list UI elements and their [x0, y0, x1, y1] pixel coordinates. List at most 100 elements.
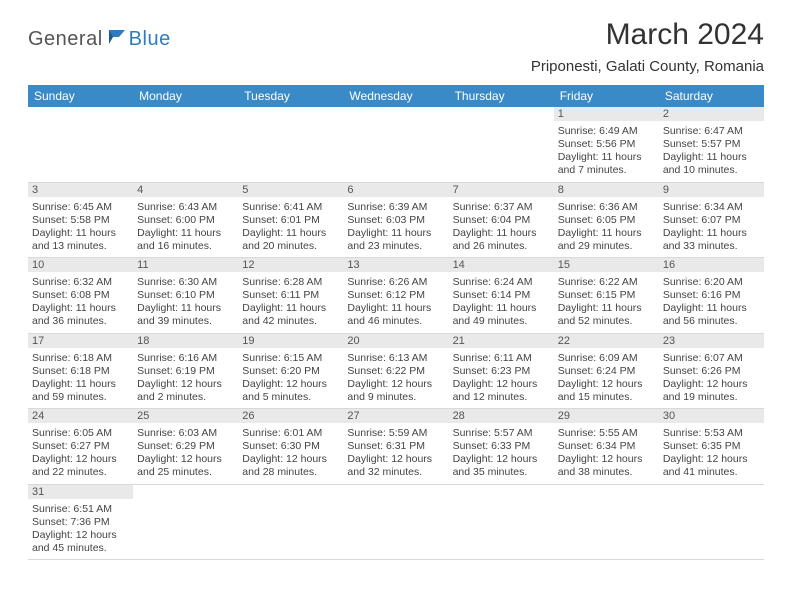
- day-number: 3: [28, 183, 133, 197]
- sunrise-text: Sunrise: 6:07 AM: [663, 352, 760, 365]
- empty-cell: [133, 484, 238, 560]
- day-number: 8: [554, 183, 659, 197]
- daylight-text: Daylight: 11 hours: [663, 151, 760, 164]
- daylight-text: Daylight: 11 hours: [242, 302, 339, 315]
- daylight-text: and 5 minutes.: [242, 391, 339, 404]
- sunset-text: Sunset: 6:14 PM: [453, 289, 550, 302]
- weekday-header: Friday: [554, 85, 659, 107]
- sunset-text: Sunset: 6:15 PM: [558, 289, 655, 302]
- day-cell: 17 Sunrise: 6:18 AMSunset: 6:18 PMDayligh…: [28, 333, 133, 409]
- day-number: 26: [238, 409, 343, 423]
- daylight-text: and 16 minutes.: [137, 240, 234, 253]
- day-number: 17: [28, 334, 133, 348]
- sunset-text: Sunset: 6:03 PM: [347, 214, 444, 227]
- daylight-text: and 2 minutes.: [137, 391, 234, 404]
- sunrise-text: Sunrise: 6:09 AM: [558, 352, 655, 365]
- sunset-text: Sunset: 6:30 PM: [242, 440, 339, 453]
- day-number: 23: [659, 334, 764, 348]
- daylight-text: and 39 minutes.: [137, 315, 234, 328]
- day-number: 11: [133, 258, 238, 272]
- day-cell: 15Sunrise: 6:22 AMSunset: 6:15 PMDayligh…: [554, 258, 659, 334]
- day-number: 21: [449, 334, 554, 348]
- sunset-text: Sunset: 6:04 PM: [453, 214, 550, 227]
- daylight-text: Daylight: 11 hours: [347, 227, 444, 240]
- daylight-text: and 45 minutes.: [32, 542, 129, 555]
- day-cell: 24Sunrise: 6:05 AMSunset: 6:27 PMDayligh…: [28, 409, 133, 485]
- location-subtitle: Priponesti, Galati County, Romania: [531, 58, 764, 75]
- day-details: Sunrise: 6:37 AMSunset: 6:04 PMDaylight:…: [449, 199, 554, 258]
- sunrise-text: Sunrise: 6:47 AM: [663, 125, 760, 138]
- sunrise-text: Sunrise: 6:51 AM: [32, 503, 129, 516]
- day-number: 28: [449, 409, 554, 423]
- empty-cell: [343, 484, 448, 560]
- daylight-text: and 36 minutes.: [32, 315, 129, 328]
- day-details: Sunrise: 6:03 AMSunset: 6:29 PMDaylight:…: [133, 425, 238, 484]
- daylight-text: and 52 minutes.: [558, 315, 655, 328]
- daylight-text: and 7 minutes.: [558, 164, 655, 177]
- day-details: Sunrise: 6:01 AMSunset: 6:30 PMDaylight:…: [238, 425, 343, 484]
- sunrise-text: Sunrise: 6:05 AM: [32, 427, 129, 440]
- logo: General Blue: [28, 28, 171, 51]
- daylight-text: and 23 minutes.: [347, 240, 444, 253]
- daylight-text: Daylight: 11 hours: [137, 227, 234, 240]
- day-details: Sunrise: 6:28 AMSunset: 6:11 PMDaylight:…: [238, 274, 343, 333]
- day-cell: 2Sunrise: 6:47 AMSunset: 5:57 PMDaylight…: [659, 107, 764, 182]
- empty-cell: [659, 484, 764, 560]
- daylight-text: and 46 minutes.: [347, 315, 444, 328]
- sunset-text: Sunset: 6:18 PM: [32, 365, 129, 378]
- daylight-text: and 19 minutes.: [663, 391, 760, 404]
- day-cell: 26 Sunrise: 6:01 AMSunset: 6:30 PMDayligh…: [238, 409, 343, 485]
- daylight-text: Daylight: 11 hours: [663, 302, 760, 315]
- sunrise-text: Sunrise: 5:57 AM: [453, 427, 550, 440]
- sunrise-text: Sunrise: 6:43 AM: [137, 201, 234, 214]
- daylight-text: and 49 minutes.: [453, 315, 550, 328]
- day-cell: 16Sunrise: 6:20 AMSunset: 6:16 PMDayligh…: [659, 258, 764, 334]
- sunrise-text: Sunrise: 6:13 AM: [347, 352, 444, 365]
- sunrise-text: Sunrise: 6:20 AM: [663, 276, 760, 289]
- empty-cell: [133, 107, 238, 182]
- day-number: 12: [238, 258, 343, 272]
- logo-text-blue: Blue: [129, 28, 171, 51]
- sunset-text: Sunset: 6:33 PM: [453, 440, 550, 453]
- calendar-row: 24Sunrise: 6:05 AMSunset: 6:27 PMDayligh…: [28, 409, 764, 485]
- sunset-text: Sunset: 6:19 PM: [137, 365, 234, 378]
- daylight-text: Daylight: 11 hours: [32, 378, 129, 391]
- sunrise-text: Sunrise: 6:41 AM: [242, 201, 339, 214]
- day-cell: 20Sunrise: 6:13 AMSunset: 6:22 PMDayligh…: [343, 333, 448, 409]
- calendar-row: 17 Sunrise: 6:18 AMSunset: 6:18 PMDayligh…: [28, 333, 764, 409]
- day-number: 14: [449, 258, 554, 272]
- sunrise-text: Sunrise: 6:30 AM: [137, 276, 234, 289]
- daylight-text: Daylight: 12 hours: [137, 378, 234, 391]
- sunset-text: Sunset: 6:24 PM: [558, 365, 655, 378]
- daylight-text: and 59 minutes.: [32, 391, 129, 404]
- day-cell: 5Sunrise: 6:41 AMSunset: 6:01 PMDaylight…: [238, 182, 343, 258]
- day-number: 10: [28, 258, 133, 272]
- day-cell: 29Sunrise: 5:55 AMSunset: 6:34 PMDayligh…: [554, 409, 659, 485]
- empty-cell: [238, 484, 343, 560]
- daylight-text: Daylight: 12 hours: [242, 378, 339, 391]
- empty-cell: [343, 107, 448, 182]
- daylight-text: and 35 minutes.: [453, 466, 550, 479]
- daylight-text: Daylight: 11 hours: [453, 302, 550, 315]
- sunrise-text: Sunrise: 6:11 AM: [453, 352, 550, 365]
- sunset-text: Sunset: 6:00 PM: [137, 214, 234, 227]
- daylight-text: and 15 minutes.: [558, 391, 655, 404]
- sunset-text: Sunset: 6:08 PM: [32, 289, 129, 302]
- sunset-text: Sunset: 6:31 PM: [347, 440, 444, 453]
- day-cell: 31Sunrise: 6:51 AMSunset: 7:36 PMDayligh…: [28, 484, 133, 560]
- day-cell: 21Sunrise: 6:11 AMSunset: 6:23 PMDayligh…: [449, 333, 554, 409]
- logo-text-general: General: [28, 28, 103, 51]
- calendar-head: SundayMondayTuesdayWednesdayThursdayFrid…: [28, 85, 764, 107]
- daylight-text: and 26 minutes.: [453, 240, 550, 253]
- day-number: 18: [133, 334, 238, 348]
- day-number: 2: [659, 107, 764, 121]
- calendar-body: 1Sunrise: 6:49 AMSunset: 5:56 PMDaylight…: [28, 107, 764, 560]
- day-details: Sunrise: 6:09 AMSunset: 6:24 PMDaylight:…: [554, 350, 659, 409]
- daylight-text: Daylight: 11 hours: [663, 227, 760, 240]
- daylight-text: and 42 minutes.: [242, 315, 339, 328]
- day-details: Sunrise: 6:18 AMSunset: 6:18 PMDaylight:…: [28, 350, 133, 409]
- sunset-text: Sunset: 6:10 PM: [137, 289, 234, 302]
- day-cell: 25Sunrise: 6:03 AMSunset: 6:29 PMDayligh…: [133, 409, 238, 485]
- sunrise-text: Sunrise: 6:45 AM: [32, 201, 129, 214]
- day-details: Sunrise: 6:43 AMSunset: 6:00 PMDaylight:…: [133, 199, 238, 258]
